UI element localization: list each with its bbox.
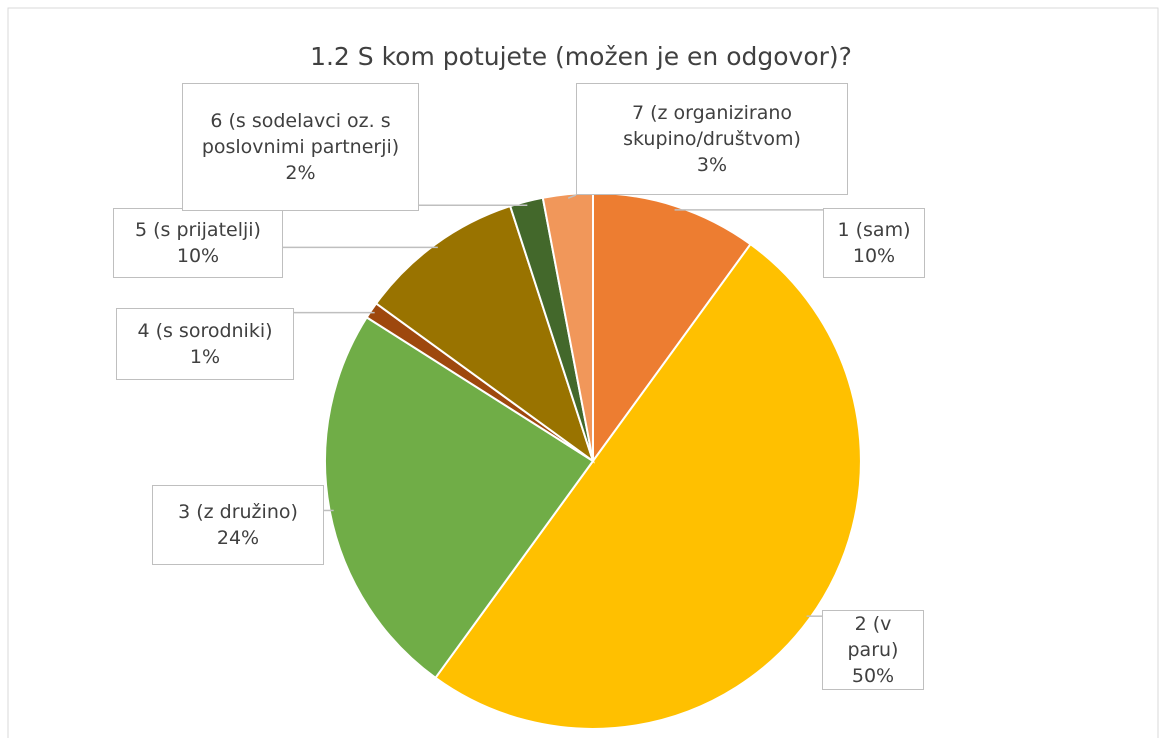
pie-slice [374,204,595,464]
data-label: 7 (z organizirano skupino/društvom) 3% [576,83,848,195]
value-label: 10% [852,245,896,267]
category-label: 6 (s sodelavci oz. s poslovnimi partnerj… [201,110,400,158]
value-label: 10% [176,245,220,267]
value-label: 1% [189,346,221,368]
data-label: 4 (s sorodniki) 1% [116,308,294,380]
category-label: 2 (v paru) [847,613,899,661]
data-label: 2 (v paru) 50% [822,610,924,690]
category-label: 1 (sam) [837,219,911,241]
value-label: 2% [285,162,316,184]
chart-title: 1.2 S kom potujete (možen je en odgovor)… [310,42,852,71]
value-label: 24% [216,527,260,549]
category-label: 5 (s prijatelji) [135,219,261,241]
data-label: 1 (sam) 10% [823,208,925,278]
value-label: 50% [851,665,895,687]
category-label: 7 (z organizirano skupino/društvom) [623,102,801,150]
data-label: 6 (s sodelavci oz. s poslovnimi partnerj… [182,83,419,211]
leader-line [567,194,577,199]
pie-slice [434,242,862,730]
category-label: 4 (s sorodniki) [137,320,273,342]
data-label: 5 (s prijatelji) 10% [113,208,283,278]
data-label: 3 (z družino) 24% [152,485,324,565]
value-label: 3% [696,154,728,176]
chart-border [7,7,1159,738]
category-label: 3 (z družino) [178,501,298,523]
